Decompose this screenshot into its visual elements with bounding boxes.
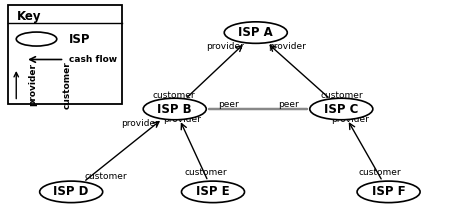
Text: ISP D: ISP D <box>53 185 89 198</box>
Text: ISP E: ISP E <box>196 185 230 198</box>
Ellipse shape <box>310 98 373 120</box>
Text: Key: Key <box>17 10 42 23</box>
Text: cash flow: cash flow <box>69 55 117 64</box>
Bar <box>8 5 122 104</box>
Text: peer: peer <box>278 100 299 109</box>
Text: provider: provider <box>207 42 244 51</box>
Text: customer: customer <box>185 168 227 177</box>
Text: provider: provider <box>331 115 369 124</box>
Ellipse shape <box>143 98 206 120</box>
Text: ISP A: ISP A <box>238 26 273 39</box>
Text: customer: customer <box>359 168 401 177</box>
Text: provider: provider <box>163 115 201 124</box>
Text: ISP B: ISP B <box>157 102 192 116</box>
Text: customer: customer <box>152 91 195 100</box>
Ellipse shape <box>357 181 420 203</box>
Ellipse shape <box>182 181 245 203</box>
Ellipse shape <box>40 181 103 203</box>
Text: customer: customer <box>84 172 127 181</box>
Text: ISP: ISP <box>69 32 91 46</box>
Text: provider: provider <box>121 119 159 128</box>
Text: provider: provider <box>29 63 38 106</box>
Text: provider: provider <box>268 42 306 51</box>
Ellipse shape <box>16 32 57 46</box>
Text: customer: customer <box>320 91 363 100</box>
Text: ISP C: ISP C <box>324 102 358 116</box>
Text: customer: customer <box>62 61 71 109</box>
Text: ISP F: ISP F <box>372 185 405 198</box>
Ellipse shape <box>224 22 287 43</box>
Text: peer: peer <box>217 100 238 109</box>
